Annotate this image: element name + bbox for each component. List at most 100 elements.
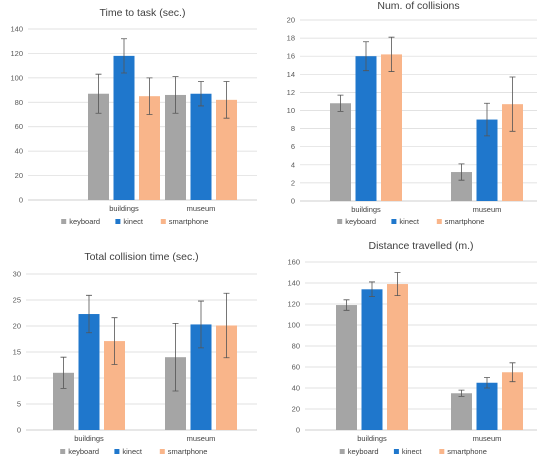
- y-tick-label: 25: [13, 296, 21, 305]
- legend-swatch-kinect: [393, 449, 399, 454]
- error-bar: [343, 299, 350, 311]
- error-bar: [121, 38, 127, 74]
- y-tick-label: 0: [296, 426, 300, 435]
- legend-swatch-keyboard: [61, 219, 67, 224]
- bar-kinect-museum: [476, 119, 498, 201]
- error-bar: [509, 362, 516, 383]
- legend-swatch-keyboard: [339, 449, 345, 454]
- y-tick-label: 10: [13, 374, 21, 383]
- category-label: buildings: [351, 205, 381, 214]
- y-tick-label: 0: [19, 196, 23, 205]
- error-bar: [146, 77, 153, 115]
- bar-smartphone-buildings: [381, 54, 402, 201]
- category-label: museum: [473, 205, 502, 214]
- bar-keyboard-buildings: [88, 93, 109, 200]
- error-bar: [111, 317, 118, 365]
- category-label: buildings: [357, 434, 387, 443]
- chart-panel-3: Total collision time (sec.) 0 5 10 15 20 25 30 b…: [13, 251, 257, 456]
- chart-panel-1: Time to task (sec.) 0 20 40 60 80 100 120 140 bui…: [10, 7, 257, 226]
- bar-keyboard-buildings: [336, 305, 357, 430]
- bar-keyboard-museum: [165, 357, 186, 430]
- bar-keyboard-buildings: [330, 103, 351, 201]
- legend-swatch-keyboard: [60, 449, 66, 454]
- legend-label-kinect: kinect: [122, 447, 143, 456]
- y-tick-label: 60: [292, 363, 300, 372]
- y-tick-label: 5: [17, 400, 21, 409]
- error-bar: [172, 76, 179, 114]
- error-bar: [388, 36, 395, 72]
- y-tick-label: 20: [292, 405, 300, 414]
- y-tick-label: 0: [291, 197, 295, 206]
- legend: keyboard kinect smartphone: [339, 447, 487, 456]
- legend-swatch-smartphone: [160, 219, 166, 224]
- bar-keyboard-museum: [451, 393, 472, 430]
- bar-kinect-museum: [190, 324, 212, 430]
- legend-swatch-kinect: [115, 219, 121, 224]
- error-bar: [60, 356, 67, 389]
- y-tick-label: 120: [10, 49, 23, 58]
- legend-label-smartphone: smartphone: [168, 447, 208, 456]
- chart-title: Time to task (sec.): [100, 7, 186, 19]
- legend-label-kinect: kinect: [399, 217, 420, 226]
- bar-smartphone-museum: [502, 104, 523, 201]
- legend-label-smartphone: smartphone: [169, 217, 209, 226]
- bar-keyboard-buildings: [53, 372, 74, 430]
- error-bar: [95, 73, 102, 114]
- error-bar: [337, 94, 344, 112]
- legend: keyboard kinect smartphone: [337, 217, 484, 226]
- error-bar: [363, 41, 369, 72]
- bar-smartphone-museum: [216, 99, 237, 200]
- y-tick-label: 100: [10, 73, 23, 82]
- bar-kinect-museum: [476, 382, 498, 430]
- error-bar: [198, 81, 204, 107]
- chart-title: Num. of collisions: [377, 0, 459, 12]
- bar-smartphone-buildings: [387, 284, 408, 430]
- y-tick-label: 40: [292, 384, 300, 393]
- y-tick-label: 140: [287, 279, 300, 288]
- legend-swatch-kinect: [391, 219, 397, 224]
- legend-swatch-smartphone: [436, 219, 442, 224]
- y-tick-label: 80: [15, 98, 23, 107]
- y-tick-label: 120: [287, 300, 300, 309]
- y-tick-label: 8: [291, 124, 295, 133]
- error-bar: [223, 292, 230, 359]
- bar-smartphone-buildings: [104, 341, 125, 430]
- legend-label-smartphone: smartphone: [445, 217, 485, 226]
- y-tick-label: 100: [287, 321, 300, 330]
- error-bar: [458, 163, 465, 181]
- chart-title: Total collision time (sec.): [84, 251, 198, 263]
- bar-smartphone-museum: [502, 372, 523, 430]
- bar-kinect-museum: [190, 93, 212, 200]
- legend-swatch-smartphone: [439, 449, 445, 454]
- y-tick-label: 0: [17, 426, 21, 435]
- legend-label-kinect: kinect: [123, 217, 144, 226]
- category-label: museum: [187, 204, 216, 213]
- legend-swatch-kinect: [114, 449, 120, 454]
- legend-label-smartphone: smartphone: [447, 447, 487, 456]
- legend-label-keyboard: keyboard: [68, 447, 99, 456]
- error-bar: [369, 281, 375, 298]
- legend-swatch-keyboard: [337, 219, 343, 224]
- y-tick-label: 6: [291, 142, 295, 151]
- bar-kinect-buildings: [361, 289, 383, 430]
- y-tick-label: 14: [287, 70, 295, 79]
- legend-label-keyboard: keyboard: [348, 447, 379, 456]
- y-tick-label: 2: [291, 178, 295, 187]
- error-bar: [86, 294, 92, 334]
- bar-smartphone-buildings: [139, 96, 160, 200]
- y-tick-label: 60: [15, 122, 23, 131]
- y-tick-label: 40: [15, 147, 23, 156]
- y-tick-label: 20: [13, 322, 21, 331]
- error-bar: [198, 300, 204, 349]
- chart-panel-2: Num. of collisions 0 2 4 6 8 10 12 14 16 18 20 build…: [287, 0, 537, 226]
- y-tick-label: 16: [287, 52, 295, 61]
- y-tick-label: 15: [13, 348, 21, 357]
- y-tick-label: 4: [291, 160, 295, 169]
- error-bar: [223, 81, 230, 119]
- error-bar: [458, 389, 465, 397]
- y-tick-label: 140: [10, 25, 23, 34]
- bar-kinect-buildings: [113, 55, 135, 200]
- bar-keyboard-museum: [165, 94, 186, 200]
- error-bar: [484, 102, 490, 137]
